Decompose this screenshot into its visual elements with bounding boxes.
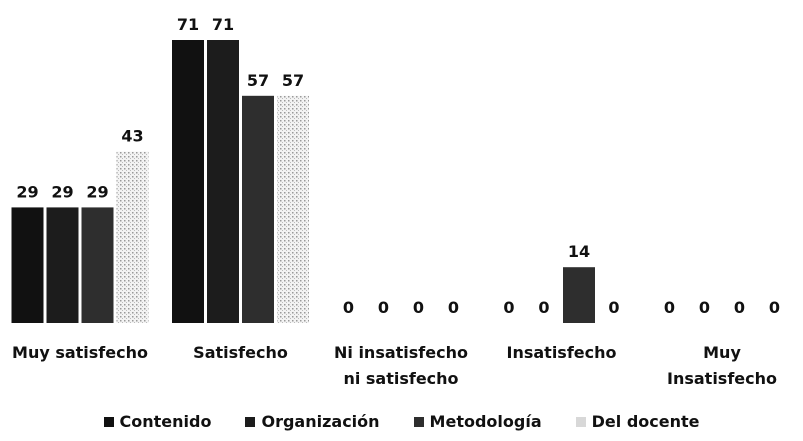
- data-label: 43: [121, 127, 143, 146]
- legend: Contenido Organización Metodología Del doce…: [0, 412, 803, 431]
- legend-label: Organización: [261, 412, 380, 431]
- data-label: 0: [343, 298, 354, 317]
- data-label: 57: [247, 71, 269, 90]
- data-label: 14: [568, 242, 590, 261]
- bar: [81, 207, 114, 323]
- bar: [207, 40, 239, 323]
- legend-label: Metodología: [429, 412, 542, 431]
- legend-label: Del docente: [591, 412, 700, 431]
- legend-label: Contenido: [119, 412, 212, 431]
- data-label: 0: [664, 298, 675, 317]
- data-label: 0: [608, 298, 619, 317]
- data-label: 0: [378, 298, 389, 317]
- bar: [277, 95, 309, 323]
- bar: [242, 95, 274, 323]
- data-label: 0: [413, 298, 424, 317]
- legend-item: Metodología: [413, 412, 542, 431]
- bar: [172, 40, 204, 323]
- bar: [116, 151, 149, 323]
- data-label: 29: [16, 182, 38, 201]
- bar: [11, 207, 44, 323]
- data-label: 71: [177, 15, 199, 34]
- x-tick-label: Ni insatisfecho ni satisfecho: [334, 343, 468, 388]
- data-label: 0: [699, 298, 710, 317]
- data-label: 0: [769, 298, 780, 317]
- legend-swatch: [413, 416, 424, 427]
- data-label: 71: [212, 15, 234, 34]
- bar: [46, 207, 79, 323]
- legend-item: Del docente: [575, 412, 700, 431]
- x-tick-label: Muy satisfecho: [12, 343, 148, 362]
- legend-item: Contenido: [103, 412, 212, 431]
- x-tick-label: Insatisfecho: [506, 343, 617, 362]
- x-tick-label: Muy Insatisfecho: [667, 343, 777, 388]
- data-label: 29: [86, 182, 108, 201]
- data-label: 0: [503, 298, 514, 317]
- legend-swatch: [103, 416, 114, 427]
- data-label: 0: [538, 298, 549, 317]
- legend-swatch: [575, 416, 586, 427]
- data-label: 0: [448, 298, 459, 317]
- x-tick-label: Satisfecho: [193, 343, 288, 362]
- bar: [563, 267, 595, 323]
- data-label: 57: [282, 71, 304, 90]
- chart: 29 29 29 43 71 71 57 57 0 0 0 0 0 0 14 0 0 0 0 0: [11, 15, 780, 323]
- legend-swatch: [245, 416, 256, 427]
- data-label: 29: [51, 182, 73, 201]
- data-label: 0: [734, 298, 745, 317]
- legend-item: Organización: [245, 412, 380, 431]
